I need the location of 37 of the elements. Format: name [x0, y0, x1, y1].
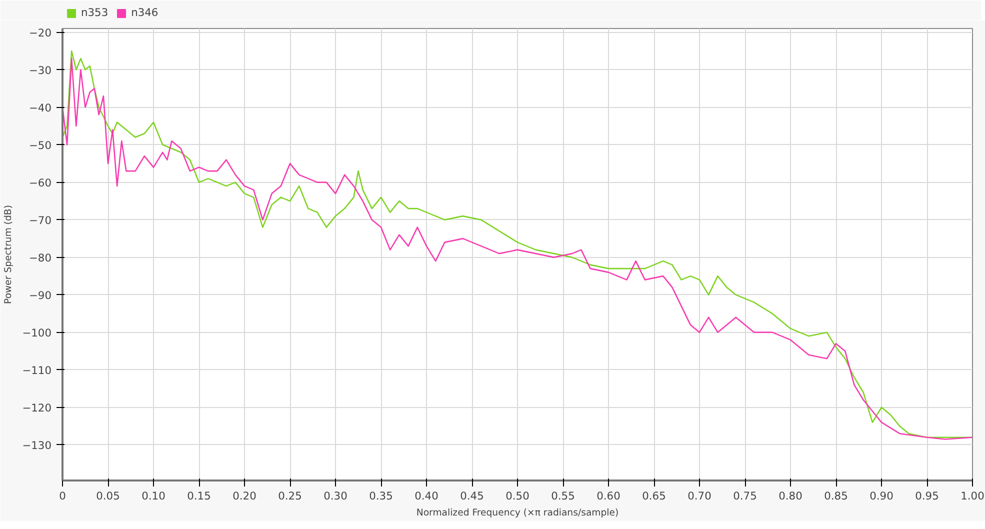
- y-tick-label: −30: [29, 64, 52, 77]
- x-tick-label: 0.40: [414, 490, 439, 502]
- x-tick-label: 0.90: [870, 490, 894, 502]
- y-tick-label: −130: [22, 438, 52, 452]
- x-tick-label: 0.15: [187, 490, 211, 502]
- x-tick-label: 0.75: [733, 490, 757, 502]
- legend-label: n346: [131, 6, 158, 19]
- x-axis-title: Normalized Frequency (×π radians/sample): [416, 508, 619, 518]
- x-tick-label: 0.65: [642, 490, 666, 502]
- y-tick-label: −110: [22, 364, 52, 377]
- x-tick-label: 1.00: [960, 490, 985, 502]
- x-tick-label: 0.55: [551, 490, 575, 502]
- y-tick-label: −70: [29, 214, 52, 227]
- legend-label: n353: [81, 6, 108, 19]
- x-tick-label: 0.70: [688, 490, 712, 502]
- y-tick-label: −80: [29, 251, 52, 264]
- x-tick-label: 0.20: [232, 490, 257, 502]
- x-tick-label: 0.60: [596, 490, 621, 502]
- x-tick-label: 0: [59, 490, 66, 502]
- y-tick-label: −20: [29, 26, 52, 40]
- y-tick-label: −60: [29, 176, 52, 190]
- y-tick-label: −90: [29, 288, 52, 302]
- y-tick-label: −50: [29, 138, 52, 152]
- y-tick-label: −120: [22, 401, 52, 414]
- x-tick-label: 0.05: [96, 490, 120, 502]
- x-tick-label: 0.45: [460, 490, 484, 502]
- x-tick-label: 0.35: [369, 490, 393, 502]
- x-tick-label: 0.25: [278, 490, 302, 502]
- x-tick-label: 0.80: [778, 490, 803, 502]
- x-tick-label: 0.85: [824, 490, 848, 502]
- x-tick-label: 0.50: [506, 490, 530, 502]
- x-tick-label: 0.95: [915, 490, 939, 502]
- x-tick-label: 0.10: [142, 490, 166, 502]
- y-tick-label: −40: [29, 101, 52, 114]
- y-axis-title: Power Spectrum (dB): [3, 205, 14, 304]
- x-tick-label: 0.30: [324, 490, 348, 502]
- y-tick-label: −100: [22, 326, 52, 340]
